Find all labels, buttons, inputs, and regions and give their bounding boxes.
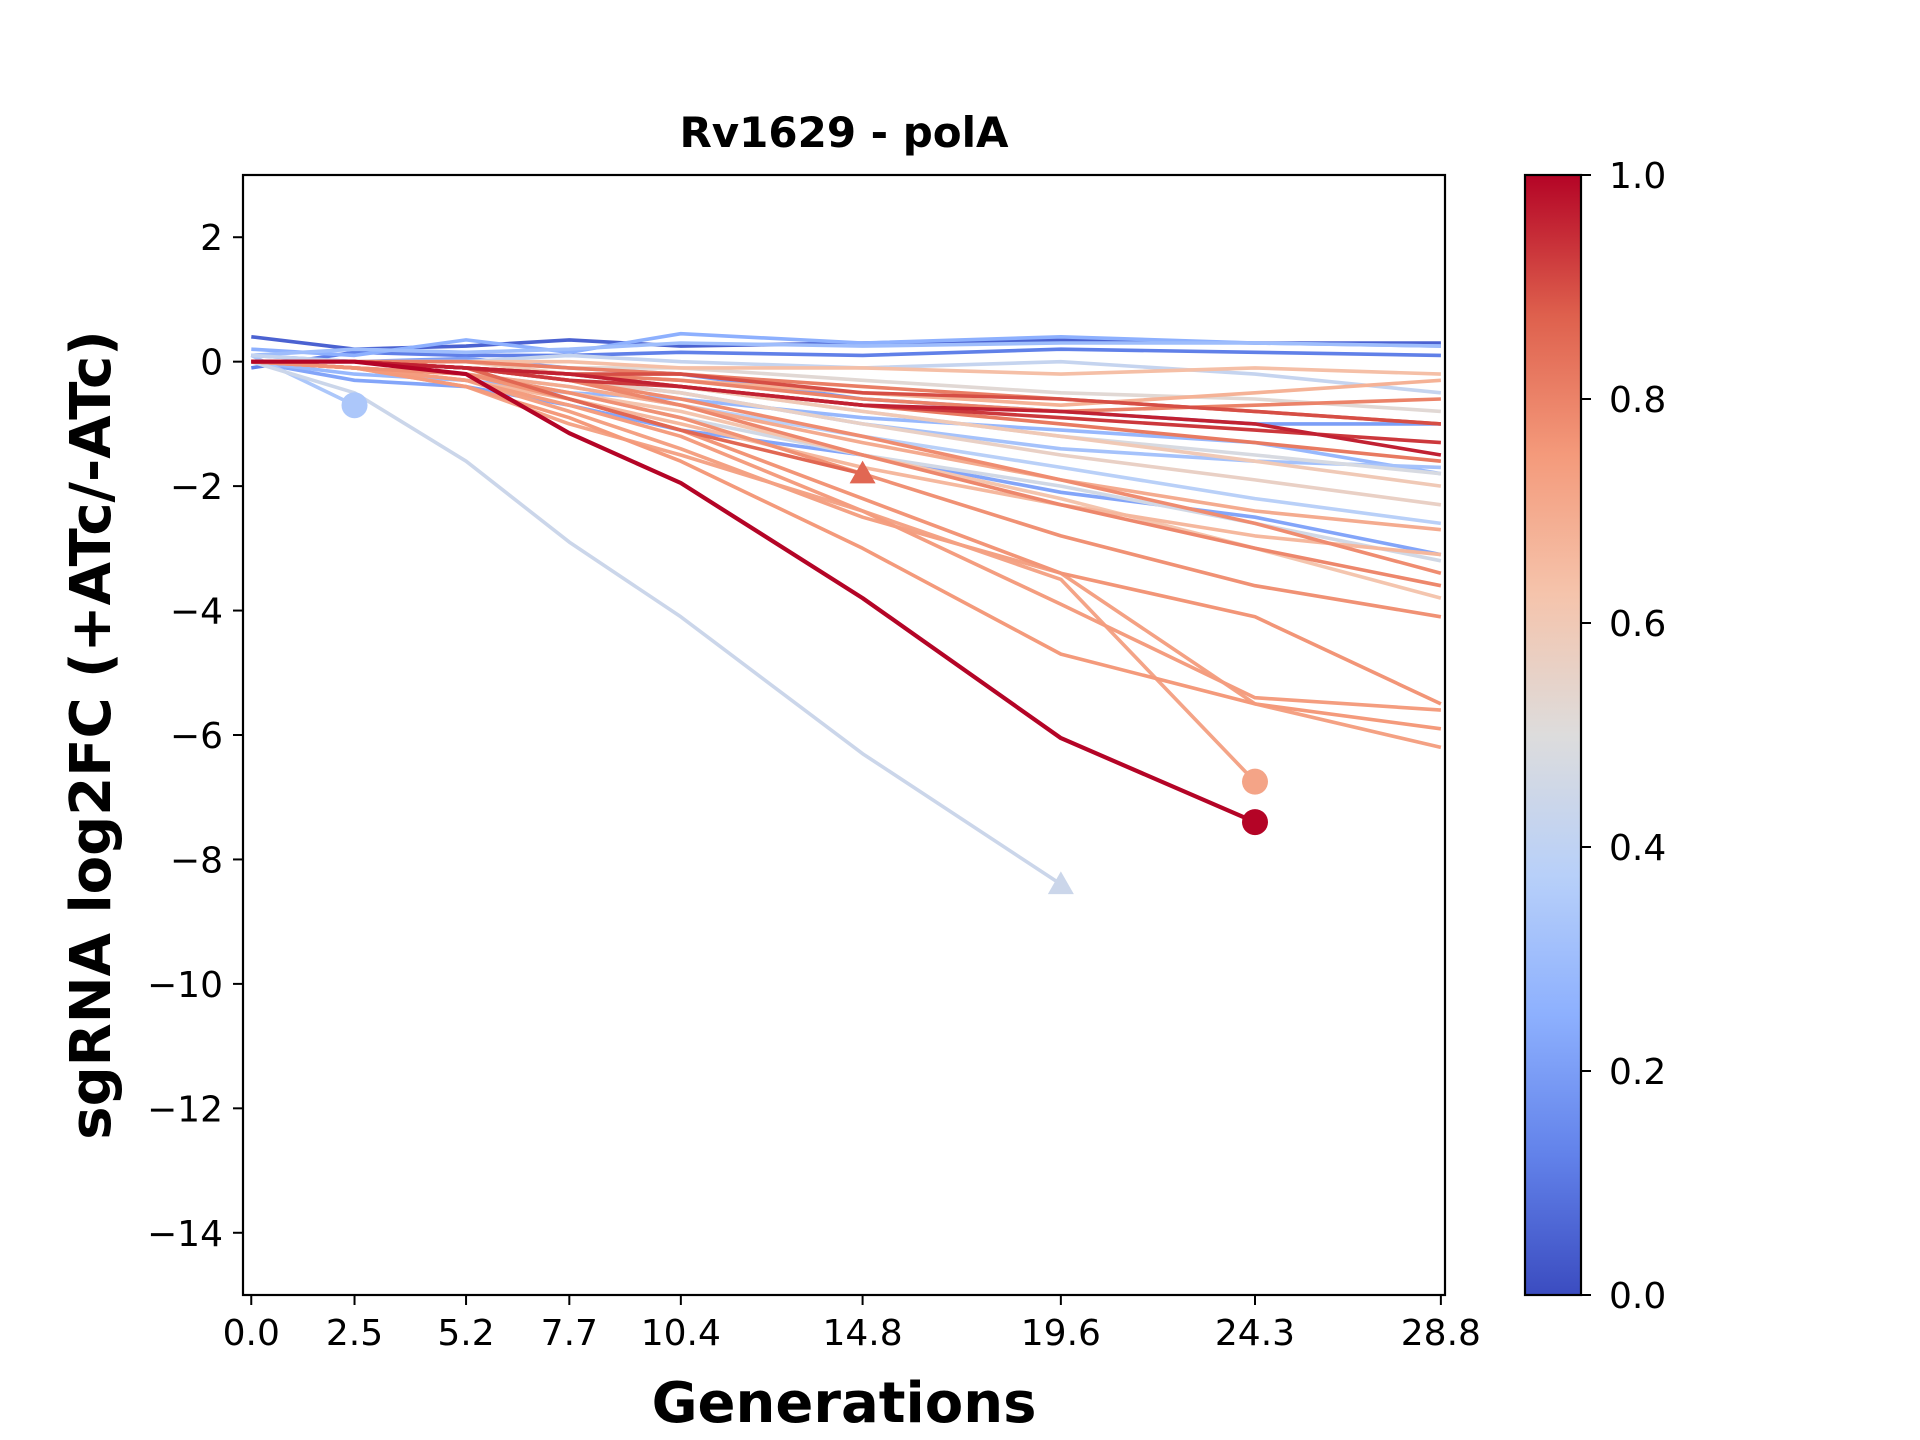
series-line-25: [251, 359, 1442, 731]
x-tick-label: 10.4: [641, 1313, 721, 1354]
x-tick-label: 14.8: [823, 1313, 903, 1354]
x-tick-label: 24.3: [1215, 1313, 1295, 1354]
y-axis-ticks: 2 0 −2 −4 −6 −8 −10 −12 −14: [147, 218, 243, 1255]
y-tick-label: −14: [147, 1214, 223, 1255]
y-tick-label: 2: [200, 218, 223, 259]
colorbar-tick-label: 1.0: [1609, 156, 1666, 197]
x-axis-label: Generations: [652, 1371, 1037, 1436]
x-tick-label: 0.0: [223, 1313, 280, 1354]
y-tick-label: −8: [170, 840, 223, 881]
y-tick-label: 0: [200, 343, 223, 384]
y-tick-label: −10: [147, 965, 223, 1006]
colorbar-tick-label: 0.4: [1609, 828, 1666, 869]
chart-title: Rv1629 - polA: [679, 108, 1009, 157]
colorbar-tick-label: 0.8: [1609, 380, 1666, 421]
series-end-marker-37: [1241, 809, 1268, 836]
colorbar-tick-label: 0.2: [1609, 1052, 1666, 1093]
colorbar: [1523, 173, 1583, 1297]
series-end-markers: [341, 392, 1268, 895]
y-tick-label: −2: [170, 467, 223, 508]
y-axis-label: sgRNA log2FC (+ATc/-ATc): [59, 330, 124, 1140]
series-line-6: [251, 341, 1441, 358]
x-tick-label: 19.6: [1021, 1313, 1101, 1354]
x-tick-label: 2.5: [326, 1313, 383, 1354]
series-end-marker-22: [1241, 768, 1268, 795]
x-axis-ticks: 0.0 2.5 5.2 7.7 10.4 14.8 19.6 24.3 28.8: [223, 1295, 1481, 1354]
x-tick-label: 28.8: [1401, 1313, 1481, 1354]
colorbar-ticks: 0.0 0.2 0.4 0.6 0.8 1.0: [1581, 156, 1666, 1317]
y-tick-label: −6: [170, 716, 223, 757]
series-line-1: [251, 347, 1441, 370]
series-end-marker-8: [341, 392, 368, 419]
series-line-37: [251, 359, 1256, 825]
y-tick-label: −12: [147, 1089, 223, 1130]
colorbar-tick-label: 0.0: [1609, 1276, 1666, 1317]
x-tick-label: 7.7: [541, 1313, 598, 1354]
colorbar-tick-label: 0.6: [1609, 604, 1666, 645]
series-end-marker-11: [1047, 871, 1074, 895]
series-line-27: [251, 359, 1442, 619]
series-end-marker-33: [849, 460, 876, 484]
y-tick-label: −4: [170, 592, 223, 633]
series-lines: [250, 331, 1442, 886]
series-line-24: [251, 359, 1442, 712]
x-tick-label: 5.2: [437, 1313, 494, 1354]
